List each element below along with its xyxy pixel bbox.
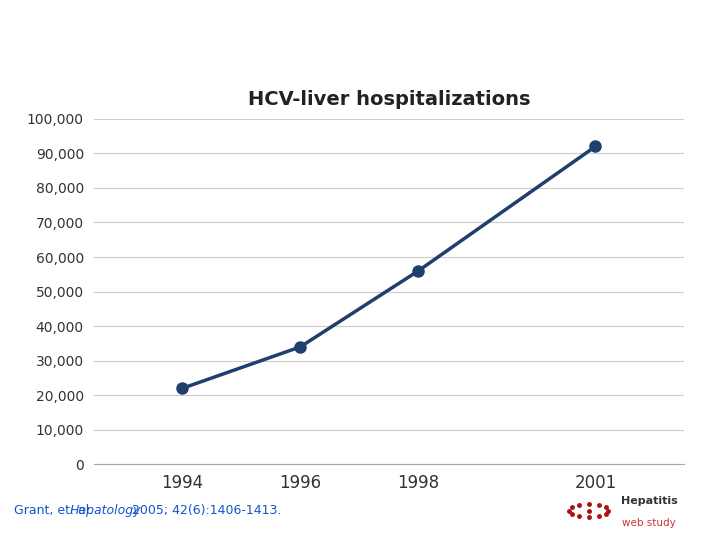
Text: Hepatitis: Hepatitis <box>621 496 678 506</box>
Text: 2005; 42(6):1406-1413.: 2005; 42(6):1406-1413. <box>128 504 282 517</box>
Text: web study: web study <box>622 518 676 528</box>
Text: Trends in Health Care Resources for HCV in US: Trends in Health Care Resources for HCV … <box>32 35 677 63</box>
Text: Hepatology: Hepatology <box>70 504 141 517</box>
Text: Grant, et. al.: Grant, et. al. <box>14 504 98 517</box>
Title: HCV-liver hospitalizations: HCV-liver hospitalizations <box>248 90 530 109</box>
